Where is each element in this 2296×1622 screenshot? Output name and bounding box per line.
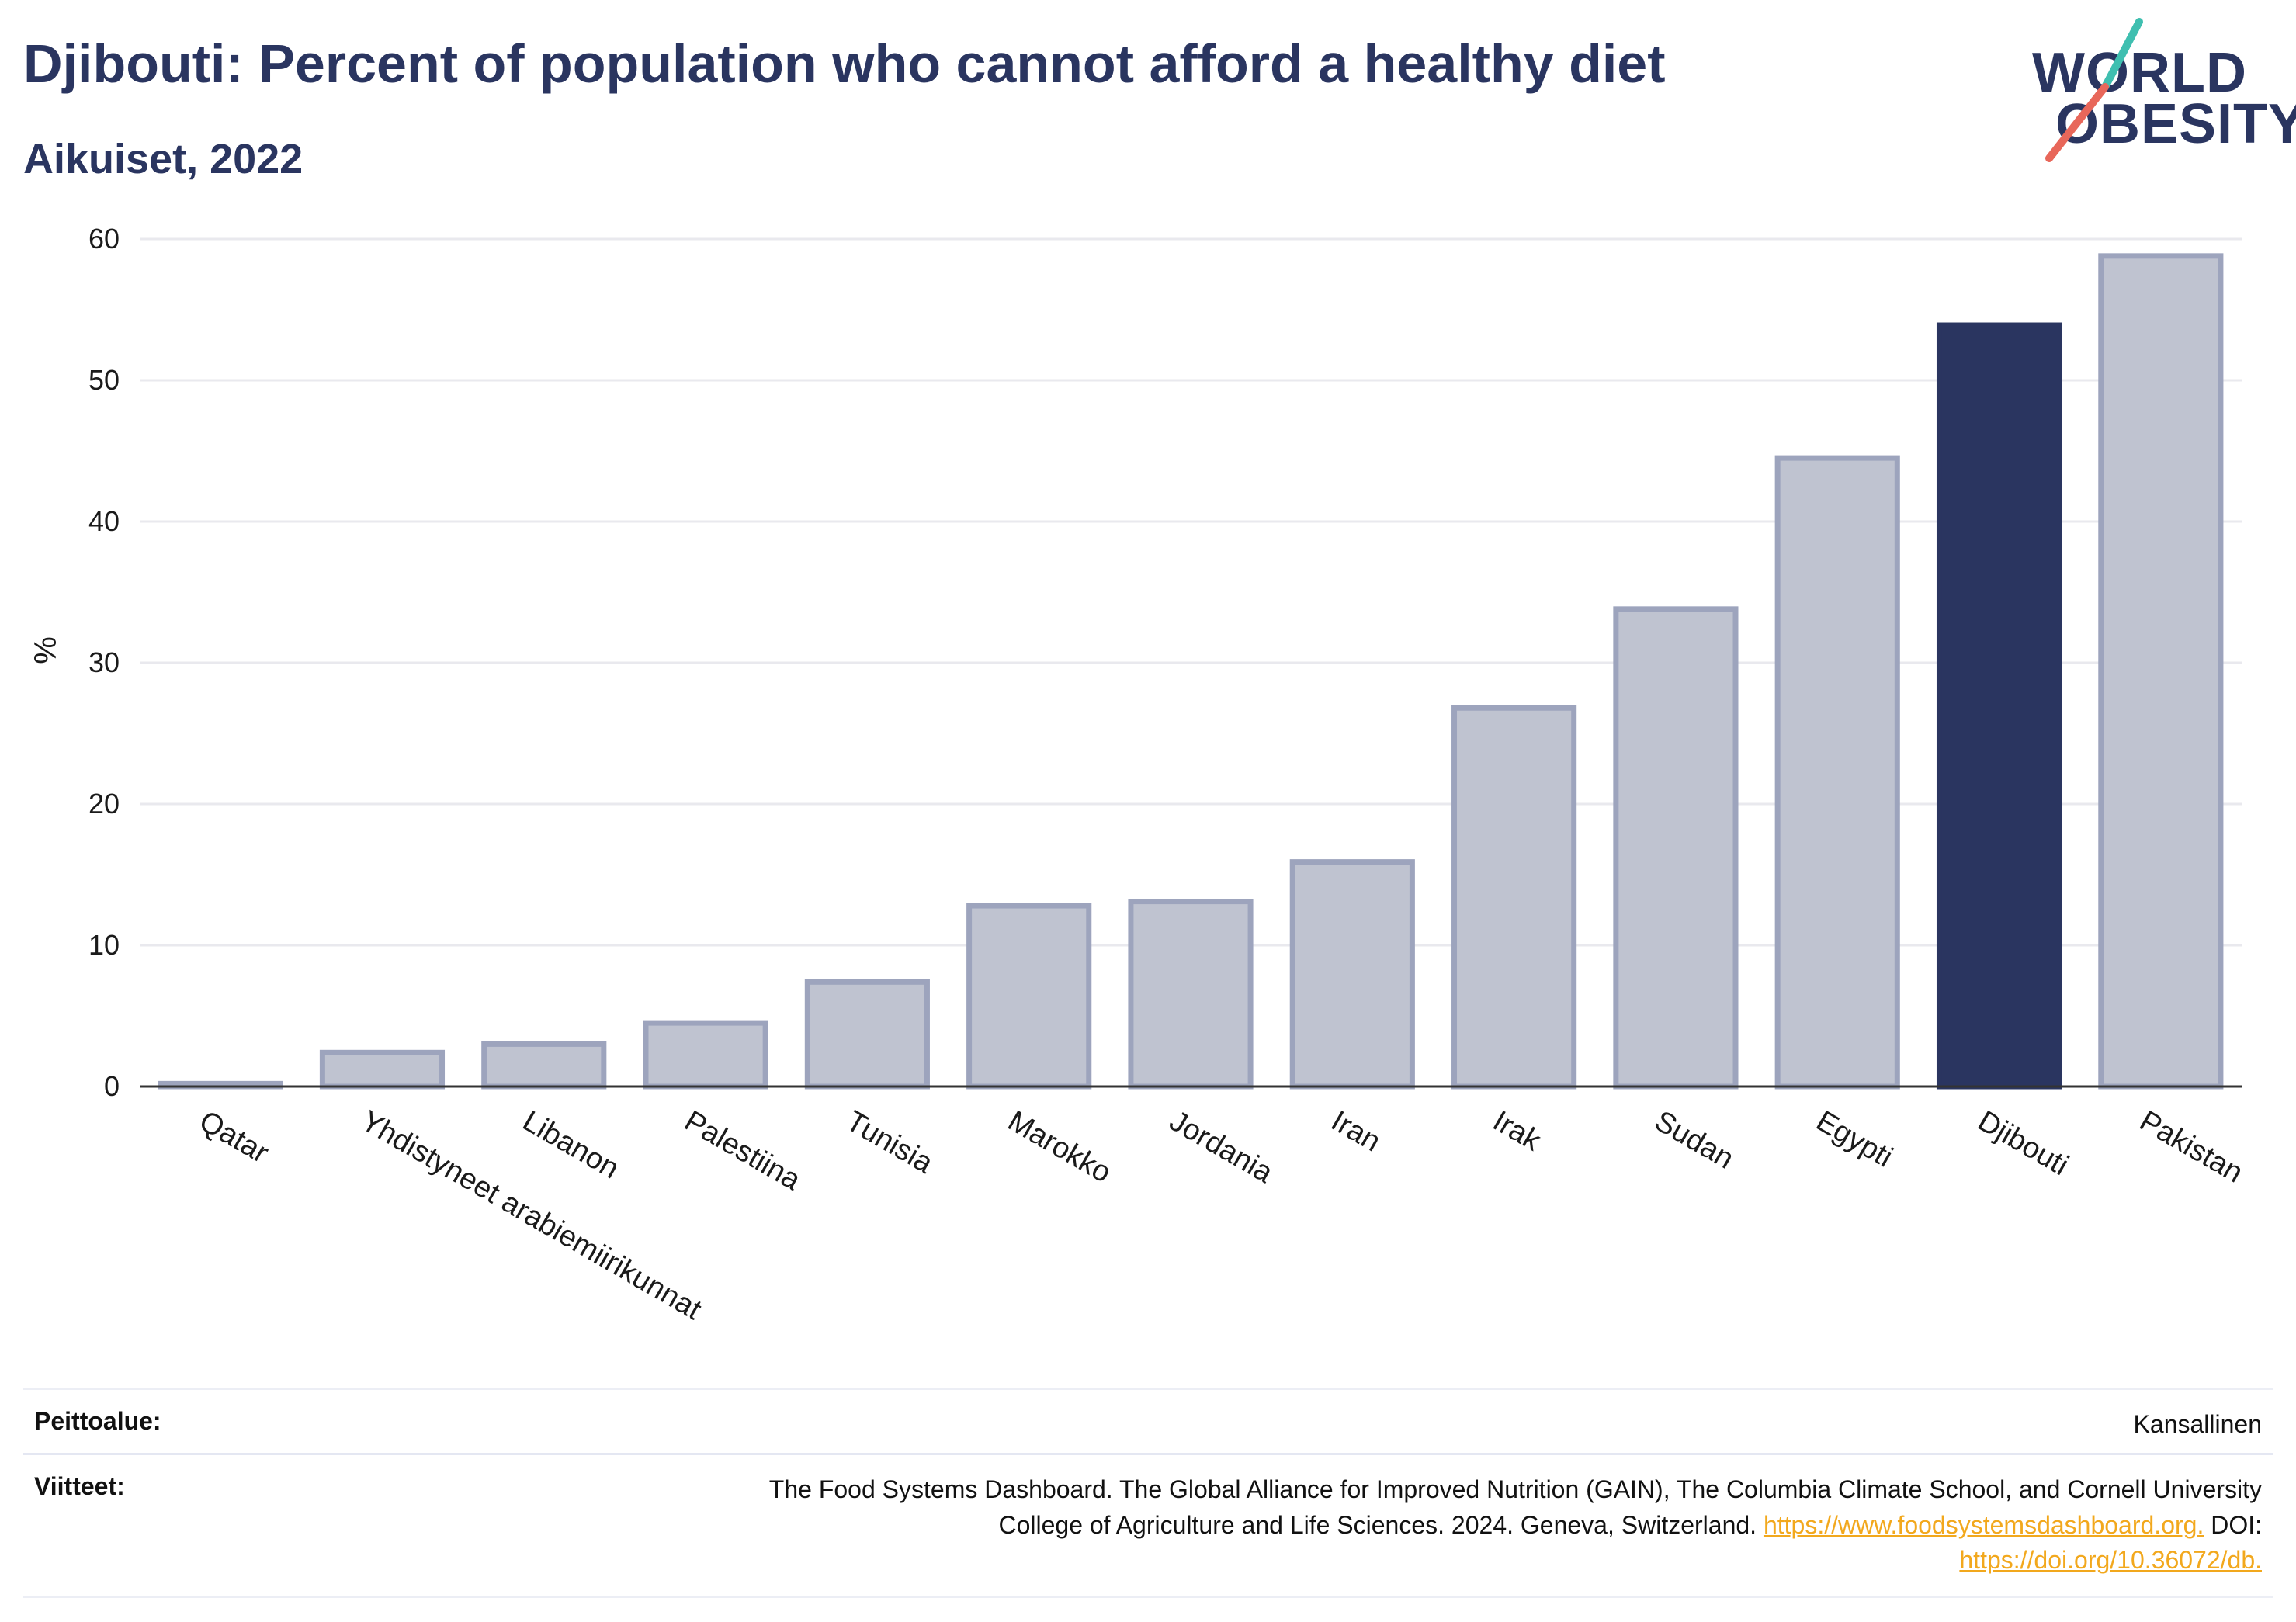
bar-palestiina[interactable] [643, 1020, 768, 1090]
coverage-label: Peittoalue: [34, 1407, 161, 1435]
x-tick-label: Sudan [1649, 1104, 1739, 1175]
references-line-3: https://doi.org/10.36072/db. [769, 1543, 2262, 1578]
y-tick-label: 20 [88, 788, 120, 820]
y-axis-title: % [29, 636, 63, 664]
bar-djibouti[interactable] [1936, 322, 2062, 1090]
bar-sudan[interactable] [1613, 606, 1739, 1090]
bar-marokko[interactable] [966, 903, 1092, 1090]
logo-line-1: WORLD [2032, 42, 2247, 104]
x-tick-label: Palestiina [679, 1104, 806, 1197]
dashboard-link[interactable]: https://www.foodsystemsdashboard.org. [1763, 1510, 2204, 1539]
x-tick-label: Egypti [1811, 1104, 1898, 1173]
x-tick-label: Djibouti [1972, 1104, 2074, 1182]
references-line-2: College of Agriculture and Life Sciences… [769, 1508, 2262, 1543]
y-tick-labels: 0 10 20 30 40 50 60 [88, 223, 120, 1102]
x-tick-labels: Qatar Yhdistyneet arabiemiirikunnatLibano… [194, 1104, 2249, 1326]
bar-egypti[interactable] [1774, 455, 1900, 1090]
x-tick-label: Qatar [194, 1104, 275, 1170]
x-tick-label: Marokko [1002, 1104, 1116, 1189]
bar-iran[interactable] [1289, 859, 1415, 1090]
coverage-value: Kansallinen [2133, 1410, 2262, 1438]
references-line-1: The Food Systems Dashboard. The Global A… [768, 1475, 2262, 1504]
coverage-row: Peittoalue: Kansallinen [23, 1388, 2273, 1456]
x-tick-label: Libanon [517, 1104, 624, 1185]
bar-pakistan[interactable] [2098, 253, 2224, 1090]
bar-irak[interactable] [1451, 705, 1577, 1090]
bar-chart: 0 10 20 30 40 50 60 Qatar Yhdistyneet arabiemii… [29, 223, 2249, 1326]
x-tick-label: Iran [1326, 1104, 1386, 1158]
x-tick-label: Jordania [1164, 1104, 1279, 1190]
logo-slash-icon [2045, 18, 2143, 162]
bar-libanon[interactable] [481, 1041, 607, 1090]
references-row: Viitteet: The Food Systems Dashboard. Th… [23, 1455, 2273, 1598]
y-tick-label: 40 [88, 505, 120, 537]
world-obesity-logo: WORLD OBESITY [2018, 16, 2296, 171]
doi-label: DOI: [2211, 1510, 2262, 1539]
x-tick-label: Pakistan [2134, 1104, 2248, 1189]
x-tick-label: Tunisia [841, 1104, 939, 1180]
doi-link[interactable]: https://doi.org/10.36072/db. [1959, 1546, 2262, 1575]
y-tick-label: 50 [88, 364, 120, 396]
y-tick-label: 0 [104, 1070, 120, 1102]
chart-subtitle: Aikuiset, 2022 [23, 136, 303, 182]
references-label: Viitteet: [34, 1472, 125, 1501]
y-tick-label: 30 [88, 646, 120, 678]
bar-yhdistyneet-arabiemiirikunnat[interactable] [319, 1049, 446, 1090]
footer: Peittoalue: Kansallinen Viitteet: The Fo… [23, 1388, 2273, 1598]
logo-line-2: OBESITY [2055, 93, 2296, 155]
y-tick-label: 10 [88, 929, 120, 961]
references-line-2-text: College of Agriculture and Life Sciences… [998, 1510, 1757, 1539]
x-tick-label: Irak [1487, 1104, 1547, 1158]
bar-tunisia[interactable] [804, 979, 930, 1090]
references-text: The Food Systems Dashboard. The Global A… [769, 1472, 2262, 1578]
chart-title: Djibouti: Percent of population who cann… [23, 33, 1666, 94]
bar-jordania[interactable] [1128, 899, 1254, 1090]
y-tick-label: 60 [88, 223, 120, 255]
